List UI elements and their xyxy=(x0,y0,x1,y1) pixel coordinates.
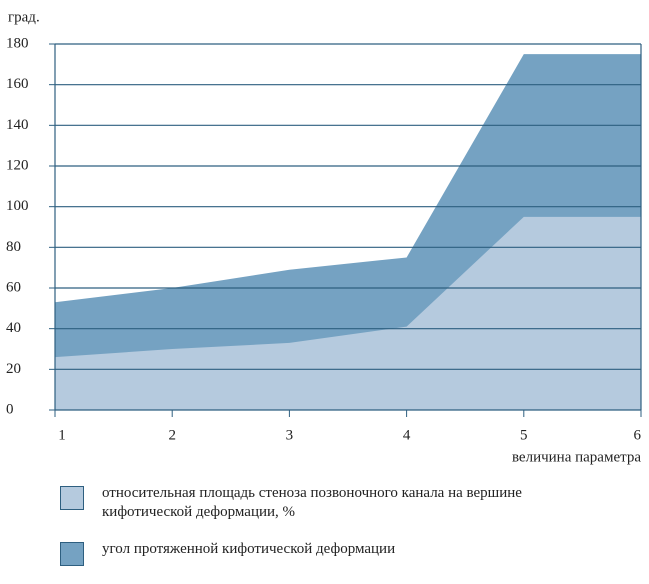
y-axis-label: град. xyxy=(8,9,40,25)
x-tick-label: 1 xyxy=(58,427,66,443)
y-tick-label: 100 xyxy=(6,198,29,214)
y-tick-label: 0 xyxy=(6,401,14,417)
page: {"chart_data": {"type": "area", "y_label… xyxy=(6,9,642,566)
plot-areas xyxy=(55,54,641,411)
x-tick-label: 4 xyxy=(403,427,411,443)
x-tick-label: 5 xyxy=(520,427,528,443)
legend-item: относительная площадь стеноза позвоночно… xyxy=(60,484,620,522)
y-tick-label: 120 xyxy=(6,157,29,173)
y-tick-label: 180 xyxy=(6,35,29,51)
x-tick-label: 3 xyxy=(286,427,294,443)
legend-label: угол протяженной кифотической деформации xyxy=(102,541,396,557)
legend-swatch xyxy=(60,542,84,566)
chart: град. величина параметра 0 20 40 60 80 100 120… xyxy=(6,9,642,465)
legend-label: относительная площадь стеноза позвоночно… xyxy=(102,485,522,520)
y-tick-label: 60 xyxy=(6,279,21,295)
legend: относительная площадь стеноза позвоночно… xyxy=(60,484,620,584)
y-tick-label: 40 xyxy=(6,320,21,336)
x-tick-label: 6 xyxy=(634,427,642,443)
area xyxy=(55,216,641,410)
y-tick-label: 160 xyxy=(6,76,29,92)
legend-swatch xyxy=(60,486,84,510)
x-axis-label: величина параметра xyxy=(512,449,641,465)
y-tick-label: 140 xyxy=(6,117,29,133)
y-tick-label: 80 xyxy=(6,239,21,255)
x-tick-label: 2 xyxy=(168,427,176,443)
legend-item: угол протяженной кифотической деформации xyxy=(60,540,620,566)
y-tick-label: 20 xyxy=(6,361,21,377)
